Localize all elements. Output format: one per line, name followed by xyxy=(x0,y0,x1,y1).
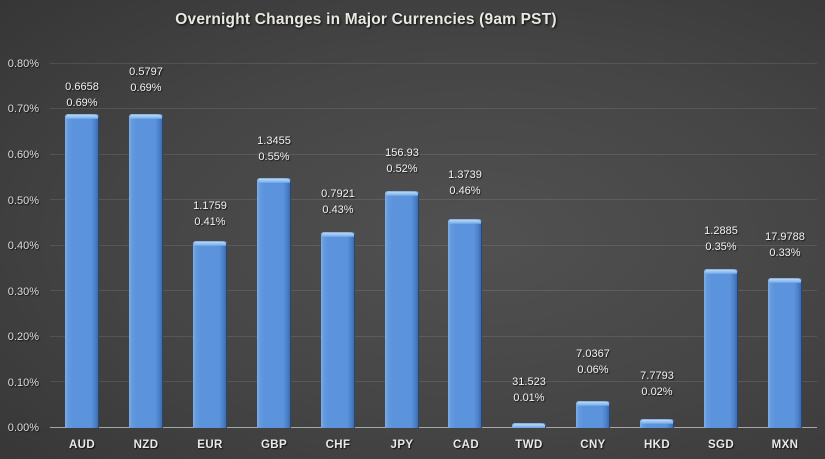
bar-mxn xyxy=(768,278,802,428)
gridline xyxy=(50,336,817,337)
y-axis-tick-label: 0.30% xyxy=(7,286,39,298)
data-label-rate: 31.523 xyxy=(512,376,546,388)
bar-jpy xyxy=(385,191,419,428)
bar-data-label-chf: 0.7921 0.43% xyxy=(292,186,384,218)
bar-cny xyxy=(576,401,610,428)
bar-data-label-hkd: 7.7793 0.02% xyxy=(611,368,703,400)
y-axis-tick-label: 0.40% xyxy=(7,240,39,252)
x-axis-category-label-cny: CNY xyxy=(580,439,606,451)
chart-title: Overnight Changes in Major Currencies (9… xyxy=(175,11,557,28)
bar-nzd xyxy=(129,114,163,428)
data-label-rate: 17.9788 xyxy=(765,231,805,243)
bar-data-label-eur: 1.1759 0.41% xyxy=(164,198,256,230)
x-axis-category-label-cad: CAD xyxy=(452,439,480,451)
y-axis-tick-label: 0.60% xyxy=(7,149,39,161)
data-label-rate: 0.6658 xyxy=(65,81,99,93)
bar-chf xyxy=(321,232,355,428)
bar-aud xyxy=(65,114,99,428)
bar-data-label-twd: 31.523 0.01% xyxy=(483,374,575,406)
x-axis-category-label-eur: EUR xyxy=(197,439,223,451)
bar-cad xyxy=(448,219,482,428)
gridline xyxy=(50,245,817,246)
data-label-percent: 0.55% xyxy=(258,151,290,163)
data-label-percent: 0.41% xyxy=(194,216,226,228)
data-label-rate: 7.0367 xyxy=(576,348,610,360)
bar-data-label-mxn: 17.9788 0.33% xyxy=(739,229,825,261)
x-axis-category-label-nzd: NZD xyxy=(133,439,159,451)
gridline xyxy=(50,154,817,155)
x-axis-category-label-sgd: SGD xyxy=(707,439,735,451)
y-axis-tick-label: 0.80% xyxy=(7,58,39,70)
bar-data-label-jpy: 156.93 0.52% xyxy=(356,145,448,177)
data-label-percent: 0.69% xyxy=(130,82,162,94)
bar-eur xyxy=(193,241,227,428)
data-label-rate: 1.3455 xyxy=(257,135,291,147)
data-label-percent: 0.43% xyxy=(322,204,354,216)
data-label-rate: 0.7921 xyxy=(321,188,355,200)
x-axis-category-label-jpy: JPY xyxy=(390,439,414,451)
bar-twd xyxy=(512,423,546,428)
bar-hkd xyxy=(640,419,674,428)
bar-data-label-aud: 0.6658 0.69% xyxy=(36,79,128,111)
gridline xyxy=(50,199,817,200)
gridline xyxy=(50,381,817,382)
bar-data-label-cad: 1.3739 0.46% xyxy=(419,167,511,199)
data-label-percent: 0.69% xyxy=(66,97,98,109)
data-label-percent: 0.01% xyxy=(513,392,545,404)
data-label-percent: 0.46% xyxy=(449,185,481,197)
data-label-percent: 0.06% xyxy=(577,364,609,376)
data-label-percent: 0.02% xyxy=(641,386,673,398)
bar-sgd xyxy=(704,269,738,428)
data-label-rate: 156.93 xyxy=(385,147,419,159)
bar-data-label-cny: 7.0367 0.06% xyxy=(547,346,639,378)
gridline xyxy=(50,290,817,291)
data-label-rate: 7.7793 xyxy=(640,370,674,382)
x-axis-category-label-mxn: MXN xyxy=(771,439,799,451)
x-axis-category-label-aud: AUD xyxy=(68,439,96,451)
y-axis-tick-label: 0.20% xyxy=(7,331,39,343)
x-axis-category-label-hkd: HKD xyxy=(643,439,671,451)
bar-data-label-sgd: 1.2885 0.35% xyxy=(675,223,767,255)
x-axis-category-label-twd: TWD xyxy=(515,439,543,451)
y-axis-tick-label: 0.70% xyxy=(7,103,39,115)
y-axis-tick-label: 0.10% xyxy=(7,377,39,389)
data-label-percent: 0.52% xyxy=(386,163,418,175)
data-label-rate: 1.2885 xyxy=(704,225,738,237)
x-axis-line xyxy=(50,427,817,428)
plot-area xyxy=(50,63,817,428)
bar-gbp xyxy=(257,178,291,428)
data-label-percent: 0.35% xyxy=(705,241,737,253)
y-axis-tick-label: 0.50% xyxy=(7,195,39,207)
x-axis-category-label-chf: CHF xyxy=(325,439,351,451)
y-axis-tick-label: 0.00% xyxy=(7,422,39,434)
bar-data-label-gbp: 1.3455 0.55% xyxy=(228,133,320,165)
gridline xyxy=(50,63,817,64)
x-axis-category-label-gbp: GBP xyxy=(260,439,288,451)
gridline xyxy=(50,108,817,109)
bar-data-label-nzd: 0.5797 0.69% xyxy=(100,64,192,96)
data-label-rate: 1.1759 xyxy=(193,200,227,212)
data-label-percent: 0.33% xyxy=(769,247,801,259)
data-label-rate: 0.5797 xyxy=(129,66,163,78)
data-label-rate: 1.3739 xyxy=(448,169,482,181)
